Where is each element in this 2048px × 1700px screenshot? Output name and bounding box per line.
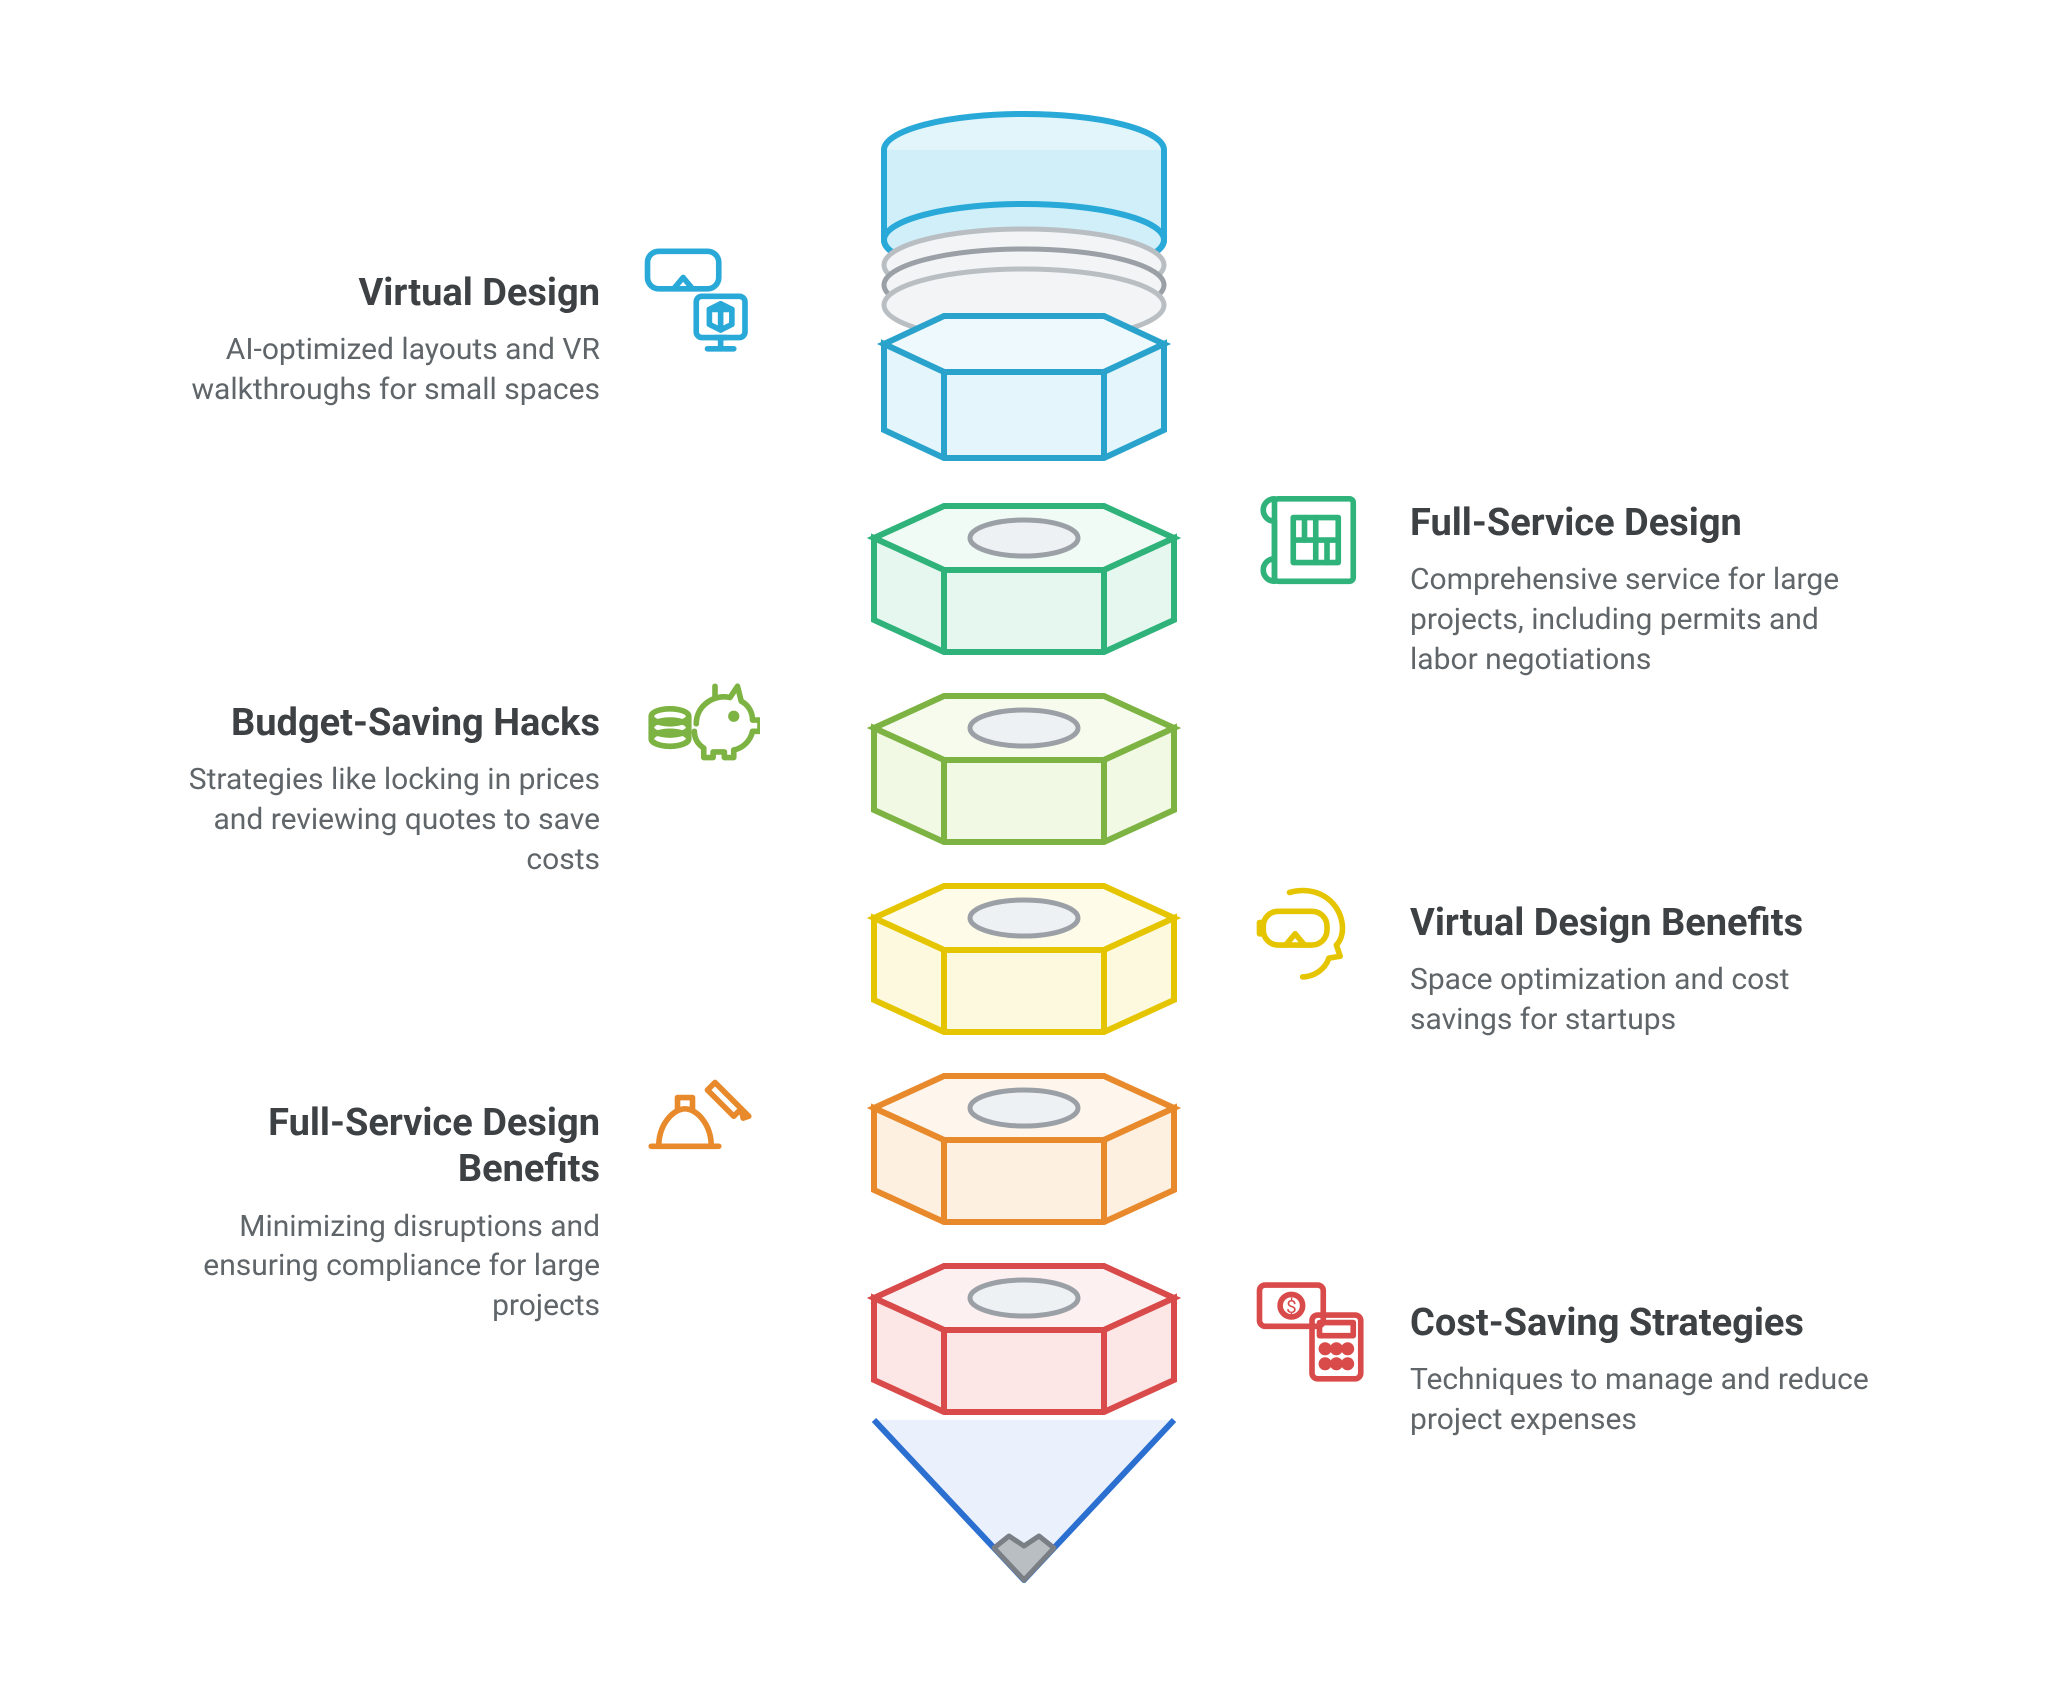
money-calc-icon: $ — [1252, 1270, 1362, 1380]
infographic-canvas: Virtual Design AI-optimized layouts and … — [0, 0, 2048, 1700]
label-fullservice-benefits: Full-Service Design Benefits Minimizing … — [140, 1100, 600, 1326]
stack-seg-4 — [874, 886, 1174, 1032]
exploded-pencil-stack — [844, 110, 1204, 1590]
label-title: Budget-Saving Hacks — [140, 700, 600, 746]
label-cost-strategies: Cost-Saving Strategies Techniques to man… — [1410, 1300, 1870, 1440]
blueprint-icon — [1252, 480, 1362, 590]
stack-top-cap — [884, 114, 1164, 341]
label-virtual-benefits: Virtual Design Benefits Space optimizati… — [1410, 900, 1870, 1040]
stack-seg-3 — [874, 696, 1174, 842]
svg-text:$: $ — [1286, 1296, 1297, 1318]
label-budget-hacks: Budget-Saving Hacks Strategies like lock… — [140, 700, 600, 879]
stack-seg-2 — [874, 506, 1174, 652]
stack-pencil-tip — [874, 1420, 1174, 1580]
stack-seg-6 — [874, 1266, 1174, 1412]
piggy-coins-icon — [640, 660, 750, 770]
stack-seg-5 — [874, 1076, 1174, 1222]
stack-seg-1 — [884, 316, 1164, 458]
label-title: Cost-Saving Strategies — [1410, 1300, 1870, 1346]
label-desc: AI-optimized layouts and VR walkthroughs… — [140, 330, 600, 409]
label-desc: Minimizing disruptions and ensuring comp… — [140, 1207, 600, 1326]
label-desc: Comprehensive service for large projects… — [1410, 560, 1870, 679]
label-desc: Techniques to manage and reduce project … — [1410, 1360, 1870, 1439]
vr-cube-icon — [640, 240, 750, 350]
label-title: Full-Service Design Benefits — [140, 1100, 600, 1193]
label-desc: Strategies like locking in prices and re… — [140, 760, 600, 879]
label-title: Full-Service Design — [1410, 500, 1870, 546]
label-title: Virtual Design — [140, 270, 600, 316]
label-fullservice-design: Full-Service Design Comprehensive servic… — [1410, 500, 1870, 679]
label-desc: Space optimization and cost savings for … — [1410, 960, 1870, 1039]
hardhat-pencil-icon — [640, 1060, 750, 1170]
label-title: Virtual Design Benefits — [1410, 900, 1870, 946]
label-virtual-design: Virtual Design AI-optimized layouts and … — [140, 270, 600, 410]
vr-head-icon — [1252, 870, 1362, 980]
